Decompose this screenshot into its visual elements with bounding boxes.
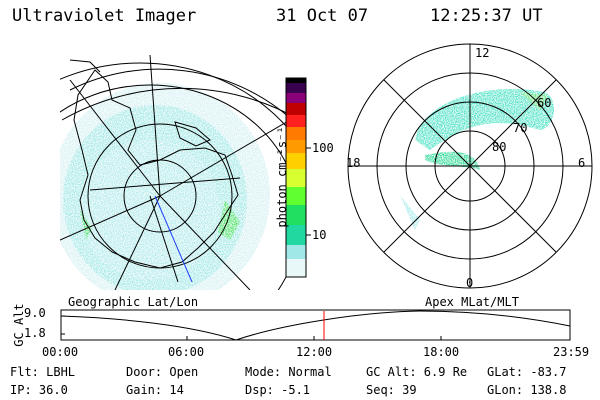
meridian-blue-trace — [154, 195, 193, 283]
altitude-curve — [60, 310, 571, 341]
mlt-label-0: 0 — [466, 276, 474, 290]
info-gain: Gain: 14 — [126, 383, 184, 397]
info-door: Door: Open — [126, 365, 199, 379]
altitude-xtick-1200: 12:00 — [296, 345, 333, 359]
color-bar — [285, 77, 311, 278]
info-dsp: Dsp: -5.1 — [245, 383, 311, 397]
globe-grid — [60, 54, 300, 290]
geographic-map — [60, 54, 300, 290]
altitude-ytick-min: 1.8 — [24, 326, 46, 340]
date-label: 31 Oct 07 — [276, 6, 369, 26]
mlt-label-18: 18 — [346, 156, 361, 170]
altitude-plot — [60, 309, 571, 341]
info-seq: Seq: 39 — [366, 383, 417, 397]
colorbar-tick-100: 100 — [312, 141, 334, 155]
colorbar-tick-10: 10 — [312, 228, 327, 242]
instrument-title: Ultraviolet Imager — [12, 6, 197, 26]
altitude-xtick-1800: 18:00 — [423, 345, 460, 359]
mlt-label-12: 12 — [475, 46, 490, 60]
info-flt: Flt: LBHL — [10, 365, 76, 379]
time-label: 12:25:37 UT — [430, 6, 543, 26]
lat-label-80: 80 — [492, 140, 507, 154]
lat-label-60: 60 — [537, 96, 552, 110]
left-map-title: Geographic Lat/Lon — [68, 295, 199, 309]
apex-polar-plot — [347, 43, 593, 289]
info-glon: GLon: 138.8 — [487, 383, 567, 397]
lat-label-70: 70 — [513, 121, 528, 135]
info-gc-alt: GC Alt: 6.9 Re — [366, 365, 468, 379]
altitude-ytick-max: 9.0 — [24, 306, 46, 320]
altitude-xtick-0000: 00:00 — [42, 345, 79, 359]
info-glat: GLat: -83.7 — [487, 365, 567, 379]
altitude-xtick-0600: 06:00 — [168, 345, 205, 359]
info-ip: IP: 36.0 — [10, 383, 68, 397]
mlt-label-6: 6 — [578, 156, 586, 170]
colorbar-unit-label: photon cm⁻²s⁻¹ — [275, 126, 289, 228]
altitude-xtick-2359: 23:59 — [553, 345, 590, 359]
coastline — [73, 69, 239, 269]
polar-grid — [347, 43, 593, 289]
info-mode: Mode: Normal — [245, 365, 332, 379]
right-map-title: Apex MLat/MLT — [425, 295, 519, 309]
